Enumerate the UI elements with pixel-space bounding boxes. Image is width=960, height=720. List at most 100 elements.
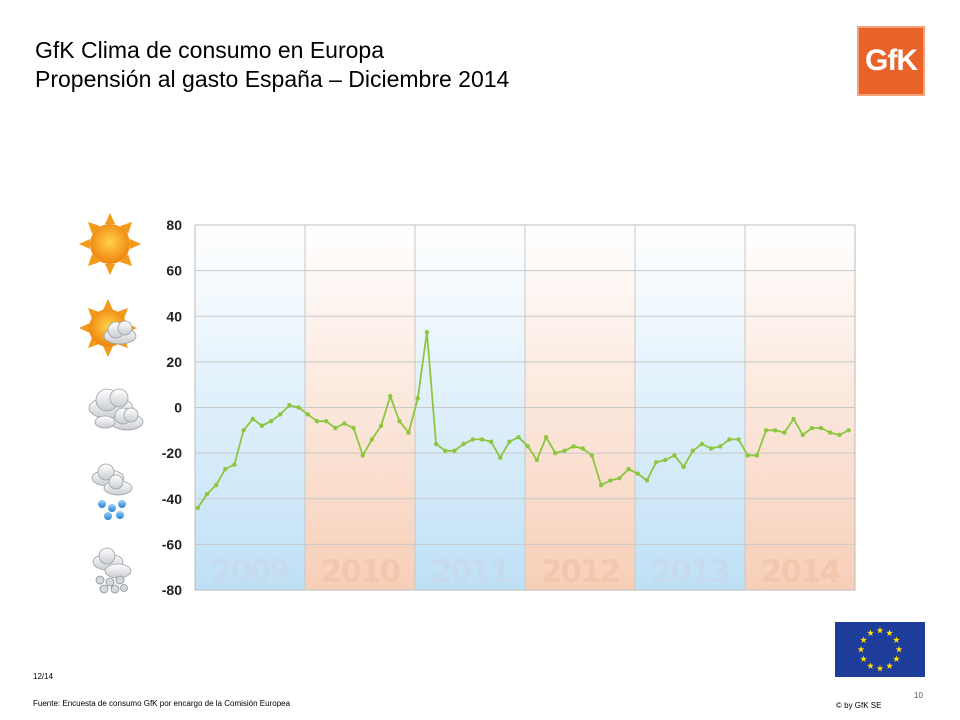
data-point bbox=[351, 425, 356, 431]
data-point bbox=[250, 416, 255, 422]
data-point bbox=[488, 439, 494, 444]
gfk-logo-text: GfK bbox=[865, 44, 918, 77]
y-tick-label: 20 bbox=[166, 354, 182, 370]
data-point bbox=[461, 441, 466, 447]
data-point bbox=[443, 448, 448, 454]
data-point bbox=[342, 421, 347, 426]
data-point bbox=[452, 448, 457, 454]
data-point bbox=[314, 418, 320, 424]
title-line-1: GfK Clima de consumo en Europa bbox=[35, 37, 385, 63]
data-point bbox=[287, 403, 292, 408]
eu-star bbox=[893, 636, 900, 643]
series-points bbox=[195, 330, 851, 511]
data-point bbox=[727, 437, 732, 442]
data-point bbox=[553, 450, 558, 456]
data-point bbox=[818, 425, 824, 431]
data-point bbox=[681, 464, 686, 470]
data-point bbox=[424, 330, 430, 335]
data-point bbox=[571, 444, 576, 449]
eu-star bbox=[886, 662, 893, 669]
data-point bbox=[626, 466, 631, 472]
eu-star bbox=[867, 629, 874, 636]
data-point bbox=[204, 491, 210, 497]
data-point bbox=[791, 416, 796, 422]
data-point bbox=[213, 482, 219, 488]
data-point bbox=[708, 446, 714, 451]
data-point bbox=[653, 460, 659, 465]
y-tick-label: 40 bbox=[166, 308, 182, 324]
data-point bbox=[773, 428, 778, 433]
data-point bbox=[828, 430, 833, 435]
data-point bbox=[699, 441, 705, 447]
data-point bbox=[663, 457, 668, 463]
data-point bbox=[534, 457, 540, 463]
eu-flag bbox=[835, 622, 925, 677]
data-point bbox=[479, 437, 485, 442]
y-tick-label: 0 bbox=[174, 400, 182, 416]
data-point bbox=[232, 462, 237, 467]
data-point bbox=[644, 478, 650, 483]
eu-star bbox=[857, 645, 865, 653]
snow-icon bbox=[92, 547, 132, 594]
data-point bbox=[296, 405, 301, 410]
data-point bbox=[516, 434, 521, 440]
data-point bbox=[736, 437, 741, 442]
data-point bbox=[378, 423, 384, 428]
year-label-2009: 2009 bbox=[211, 554, 290, 590]
eu-star bbox=[860, 636, 867, 643]
data-point bbox=[333, 425, 338, 431]
eu-star bbox=[895, 645, 903, 653]
data-point bbox=[498, 455, 503, 460]
data-point bbox=[690, 448, 695, 454]
data-point bbox=[305, 412, 310, 417]
data-point bbox=[415, 396, 420, 401]
year-label-2013: 2013 bbox=[651, 554, 730, 590]
plot-border bbox=[194, 224, 856, 591]
year-label-2011: 2011 bbox=[431, 554, 510, 590]
data-point bbox=[323, 418, 329, 424]
footer-source: Fuente: Encuesta de consumo GfK por enca… bbox=[33, 699, 291, 708]
data-point bbox=[745, 453, 750, 458]
y-tick-label: 60 bbox=[166, 263, 182, 279]
data-point bbox=[543, 434, 549, 440]
data-point bbox=[782, 430, 787, 435]
data-point bbox=[672, 453, 677, 458]
y-tick-label: -20 bbox=[162, 445, 182, 461]
y-tick-label: -80 bbox=[162, 582, 182, 598]
data-point bbox=[754, 453, 760, 458]
data-point bbox=[562, 448, 567, 454]
data-point bbox=[241, 428, 246, 433]
sun-cloud-icon bbox=[79, 299, 137, 357]
data-point bbox=[617, 476, 622, 481]
data-point bbox=[580, 446, 585, 451]
rain-icon bbox=[91, 463, 133, 520]
sun-icon bbox=[79, 213, 141, 275]
data-point bbox=[223, 466, 228, 472]
data-point bbox=[809, 425, 815, 431]
data-point bbox=[608, 478, 613, 483]
eu-stars bbox=[857, 626, 903, 672]
data-point bbox=[718, 444, 723, 449]
cloudy-icon bbox=[88, 388, 144, 431]
year-labels: 2009 2010 2011 2012 2013 2014 bbox=[211, 554, 843, 590]
data-point bbox=[800, 432, 805, 438]
data-point bbox=[525, 444, 530, 449]
y-tick-label: -60 bbox=[162, 536, 182, 552]
data-point bbox=[470, 437, 475, 442]
data-point bbox=[397, 418, 402, 424]
year-label-2010: 2010 bbox=[321, 554, 401, 590]
title-line-2: Propensión al gasto España – Diciembre 2… bbox=[35, 66, 510, 92]
page-number: 10 bbox=[914, 691, 923, 700]
y-tick-label: 80 bbox=[166, 217, 182, 233]
data-point bbox=[360, 453, 365, 458]
chart-grid bbox=[194, 224, 856, 591]
data-point bbox=[433, 441, 439, 447]
y-axis-labels: 80 60 40 20 0 -20 -40 -60 -80 bbox=[162, 217, 182, 598]
gfk-logo: GfK bbox=[857, 26, 925, 96]
y-tick-label: -40 bbox=[162, 491, 182, 507]
data-point bbox=[268, 418, 274, 424]
page-title: GfK Clima de consumo en Europa Propensió… bbox=[35, 36, 509, 94]
footer-date: 12/14 bbox=[33, 672, 54, 681]
data-point bbox=[507, 439, 512, 444]
